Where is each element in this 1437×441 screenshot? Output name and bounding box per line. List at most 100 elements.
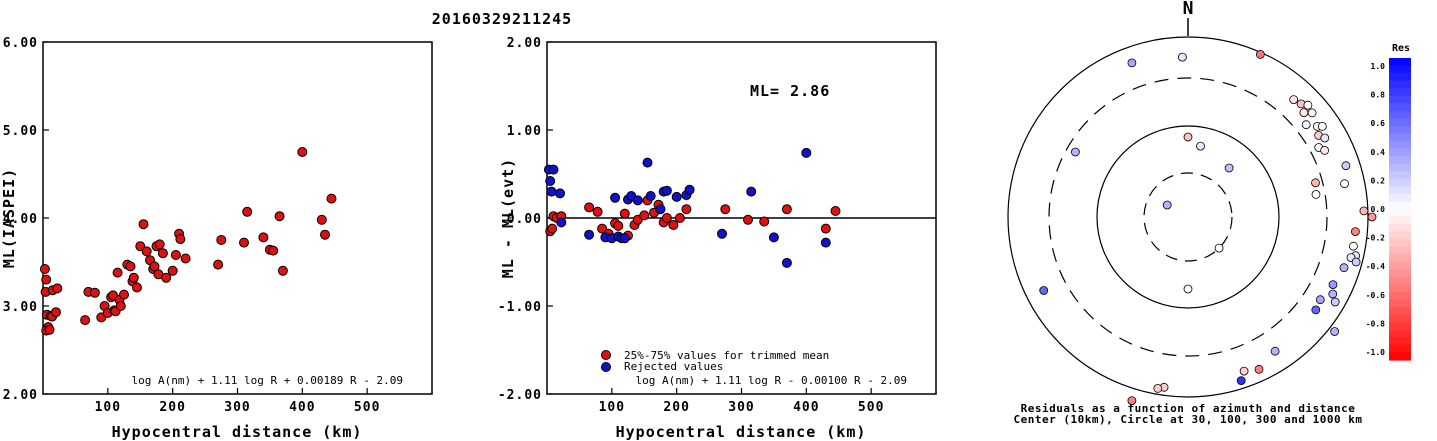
station-marker <box>1153 383 1163 393</box>
station-marker <box>1301 120 1311 130</box>
azimuth-residual-map-panel: N Residuals as a function of azimuth and… <box>1007 0 1411 426</box>
colorbar-segment <box>1389 163 1411 172</box>
ml-value-text: ML= 2.86 <box>750 82 830 100</box>
data-point <box>613 220 624 231</box>
data-point <box>759 216 770 227</box>
colorbar-segment <box>1389 125 1411 135</box>
x-tick-label: 400 <box>289 400 315 415</box>
colorbar-segment <box>1389 292 1411 301</box>
colorbar-tick-label: 0.8 <box>1371 91 1386 100</box>
y-tick-label: 2.00 <box>507 36 542 51</box>
colorbar-segment <box>1389 307 1411 316</box>
y-tick-label: 4.00 <box>3 212 38 227</box>
colorbar-segment <box>1389 344 1411 354</box>
station-marker <box>1039 286 1049 295</box>
station-marker <box>1214 243 1224 253</box>
station-marker <box>1349 241 1358 251</box>
colorbar-segment <box>1389 95 1411 104</box>
data-point <box>89 287 100 298</box>
y-tick-label: -2.00 <box>498 388 542 403</box>
station-marker <box>1256 50 1265 59</box>
station-marker <box>1239 366 1249 376</box>
colorbar-segment <box>1389 352 1411 361</box>
station-marker <box>1224 163 1234 173</box>
colorbar-segment <box>1389 88 1411 97</box>
station-marker <box>1330 327 1339 336</box>
figure-title: 20160329211245 <box>432 10 572 28</box>
data-point <box>216 235 227 245</box>
data-point <box>119 289 129 300</box>
data-point <box>720 204 731 215</box>
x-axis-label: Hypocentral distance (km) <box>616 423 867 441</box>
colorbar-segment <box>1389 156 1411 165</box>
y-tick-label: 3.00 <box>3 300 38 315</box>
data-point <box>170 250 181 260</box>
y-tick-label: 0.00 <box>507 212 542 227</box>
residual-colorbar: Res 1.0 0.8 0.6 0.4 0.2 0.0 -0.2 -0.4 -0.6 -0.8 -1… <box>1366 43 1411 361</box>
colorbar-tick-label: 0.0 <box>1371 205 1386 214</box>
x-tick-label: 200 <box>159 400 185 415</box>
colorbar-segment <box>1389 239 1411 248</box>
data-point <box>820 237 831 248</box>
ml-vs-distance-panel: ML(IASPEI) Hypocentral distance (km) log… <box>0 36 433 441</box>
station-marker <box>1196 141 1205 151</box>
data-point <box>138 219 149 230</box>
colorbar-segment <box>1389 201 1411 210</box>
station-marker <box>1270 346 1280 356</box>
data-point <box>80 315 91 326</box>
data-point <box>584 202 595 213</box>
station-marker <box>1330 297 1340 307</box>
station-marker <box>1328 280 1338 290</box>
station-marker <box>1311 305 1321 315</box>
data-point <box>661 185 672 196</box>
data-point <box>41 274 52 285</box>
data-point <box>547 223 558 234</box>
data-point <box>149 261 160 272</box>
station-marker <box>1289 95 1299 104</box>
y-axis-label: ML(IASPEI) <box>0 168 18 268</box>
colorbar-segment <box>1389 261 1411 270</box>
colorbar-segment <box>1389 193 1411 203</box>
station-marker <box>1359 206 1369 216</box>
colorbar-segment <box>1389 322 1411 331</box>
station-marker <box>1340 179 1349 189</box>
colorbar-segment <box>1389 299 1411 308</box>
data-point <box>268 245 279 256</box>
station-marker <box>1299 108 1309 117</box>
data-point <box>277 265 288 276</box>
data-point <box>610 192 621 203</box>
data-point <box>157 248 168 259</box>
y-tick-label: -1.00 <box>498 300 542 315</box>
residual-vs-distance-panel: ML - ML(evt) Hypocentral distance (km) M… <box>498 36 937 441</box>
y-tick-label: 5.00 <box>3 124 38 139</box>
colorbar-tick-label: 0.6 <box>1371 119 1386 128</box>
data-point <box>639 210 650 221</box>
colorbar-segment <box>1389 186 1411 195</box>
plot-frame <box>42 41 433 395</box>
data-point <box>175 234 186 245</box>
data-point <box>213 259 224 270</box>
station-markers <box>1039 50 1377 406</box>
data-point <box>132 282 142 293</box>
data-point <box>668 220 679 230</box>
axis-ticks: 100 200 300 400 500 -2.00 -1.00 0.00 1.00 2.00 <box>498 36 884 415</box>
data-point <box>545 176 556 186</box>
data-point <box>584 229 595 240</box>
station-marker <box>1328 289 1338 299</box>
x-tick-label: 400 <box>793 400 819 415</box>
station-marker <box>1127 58 1137 68</box>
data-point <box>44 324 55 335</box>
data-point <box>555 188 565 199</box>
caption-line-2: Center (10km), Circle at 30, 100, 300 an… <box>1013 413 1362 426</box>
colorbar-segment <box>1389 209 1411 218</box>
caption-line-1: Residuals as a function of azimuth and d… <box>1021 402 1356 415</box>
x-tick-label: 300 <box>224 400 250 415</box>
data-point <box>684 184 695 195</box>
data-point <box>801 147 812 158</box>
data-point <box>781 257 792 268</box>
colorbar-segment <box>1389 103 1411 112</box>
legend-label-trimmed: 25%-75% values for trimmed mean <box>624 349 829 362</box>
data-point <box>548 164 559 175</box>
data-point <box>239 237 249 248</box>
station-marker <box>1317 122 1327 131</box>
